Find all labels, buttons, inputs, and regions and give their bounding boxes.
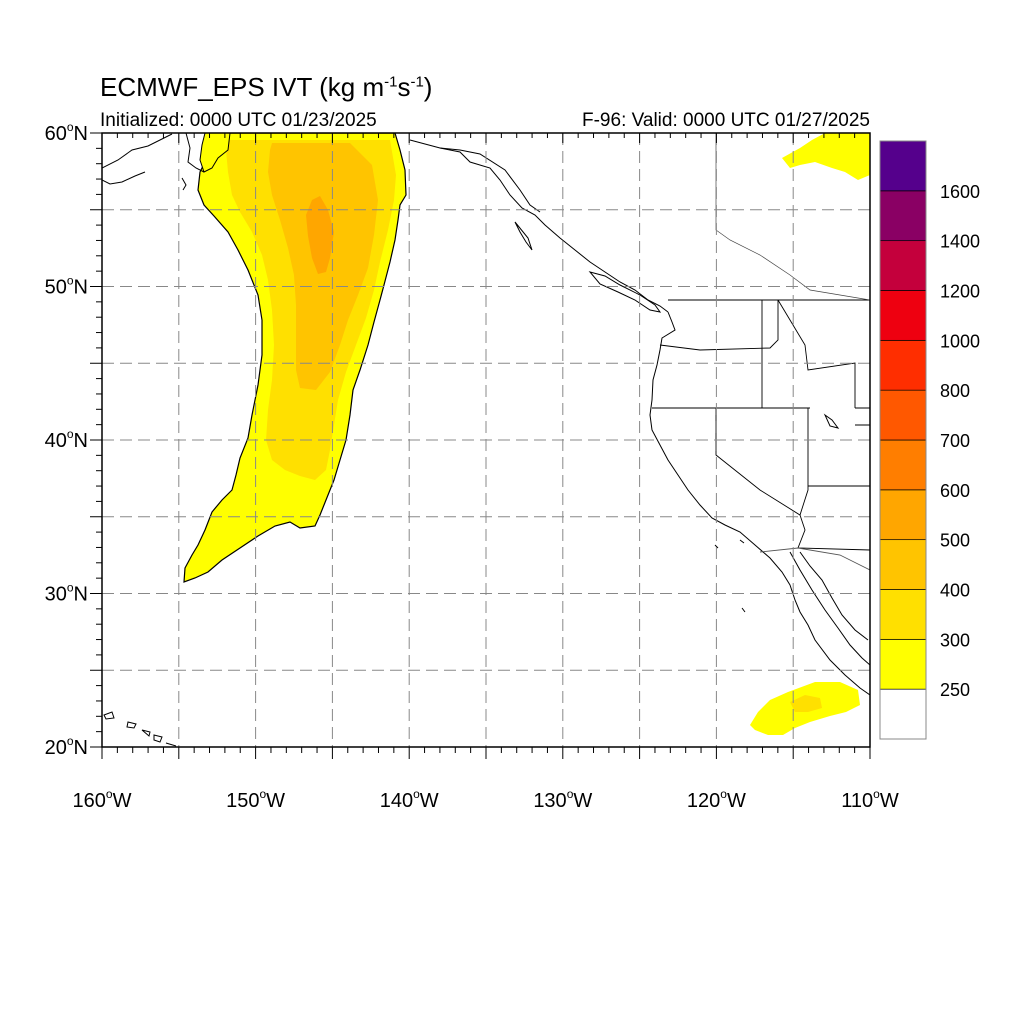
lat-tick-label: 50oN bbox=[45, 274, 88, 299]
border-us-mexico bbox=[759, 547, 870, 571]
colorbar-swatch bbox=[879, 240, 927, 291]
colorbar-swatch bbox=[879, 339, 927, 391]
lat-tick-label: 60oN bbox=[45, 120, 88, 145]
coast-islands bbox=[714, 413, 840, 613]
chart-title: ECMWF_EPS IVT (kg m-1s-1) bbox=[100, 72, 433, 102]
colorbar-label: 700 bbox=[940, 431, 970, 451]
colorbar-label: 250 bbox=[940, 680, 970, 700]
colorbar-label: 1000 bbox=[940, 331, 980, 351]
colorbar-swatch bbox=[879, 140, 927, 192]
ivt-plume-500 bbox=[306, 196, 334, 274]
lon-tick-label: 130oW bbox=[533, 787, 592, 812]
lon-tick-label: 140oW bbox=[380, 787, 439, 812]
border-ca-az bbox=[797, 485, 870, 551]
lat-tick-label: 30oN bbox=[45, 581, 88, 606]
valid-time: F-96: Valid: 0000 UTC 01/27/2025 bbox=[582, 110, 870, 131]
colorbar-frame bbox=[879, 140, 927, 740]
colorbar-swatch bbox=[879, 290, 927, 341]
coast-west-us bbox=[649, 311, 870, 696]
coast-baja bbox=[789, 551, 870, 666]
colorbar-label: 1600 bbox=[940, 182, 980, 202]
colorbar: 250 300 400 500 600 700 800 1000 1200 1400 1600 bbox=[879, 140, 980, 740]
political-borders bbox=[652, 133, 870, 571]
axis-ticks bbox=[90, 132, 871, 759]
colorbar-label: 400 bbox=[940, 581, 970, 601]
colorbar-swatch bbox=[879, 539, 927, 590]
initialized-time: Initialized: 0000 UTC 01/23/2025 bbox=[100, 110, 377, 131]
coast-haida bbox=[514, 221, 533, 251]
colorbar-label: 1200 bbox=[940, 282, 980, 302]
lon-tick-label: 120oW bbox=[687, 787, 746, 812]
coast-alaska-gulf bbox=[181, 133, 541, 213]
lat-tick-label: 20oN bbox=[45, 734, 88, 759]
border-nv bbox=[715, 408, 809, 516]
lon-tick-label: 150oW bbox=[226, 787, 285, 812]
colorbar-swatch bbox=[879, 638, 927, 690]
colorbar-label: 300 bbox=[940, 630, 970, 650]
coast-vancouver-island bbox=[588, 271, 662, 313]
colorbar-label: 800 bbox=[940, 381, 970, 401]
lon-tick-label: 160oW bbox=[73, 787, 132, 812]
coast-panhandle bbox=[439, 147, 669, 313]
colorbar-swatch bbox=[879, 439, 927, 491]
colorbar-swatch bbox=[879, 190, 927, 242]
axis-labels: 160oW 150oW 140oW 130oW 120oW 110oW 60oN 50oN 40… bbox=[45, 120, 899, 812]
colorbar-label: 500 bbox=[940, 531, 970, 551]
colorbar-label: 600 bbox=[940, 481, 970, 501]
coast-alaska-west bbox=[102, 133, 173, 185]
coast-hawaii bbox=[103, 711, 177, 747]
ivt-shading bbox=[183, 133, 870, 735]
ivt-patch-southeast-300 bbox=[790, 695, 822, 712]
coastlines bbox=[102, 133, 870, 747]
ivt-patch-alaska bbox=[199, 133, 231, 173]
ivt-patch-northeast bbox=[782, 133, 870, 180]
lat-tick-label: 40oN bbox=[45, 427, 88, 452]
colorbar-swatch bbox=[879, 688, 927, 740]
colorbar-swatch bbox=[879, 589, 927, 640]
colorbar-swatch bbox=[879, 389, 927, 441]
border-wa-or bbox=[659, 300, 779, 351]
colorbar-swatch bbox=[879, 489, 927, 541]
border-id bbox=[761, 299, 856, 408]
graticule bbox=[102, 133, 870, 747]
colorbar-label: 1400 bbox=[940, 232, 980, 252]
border-ut bbox=[855, 407, 870, 426]
lon-tick-label: 110oW bbox=[841, 787, 899, 812]
